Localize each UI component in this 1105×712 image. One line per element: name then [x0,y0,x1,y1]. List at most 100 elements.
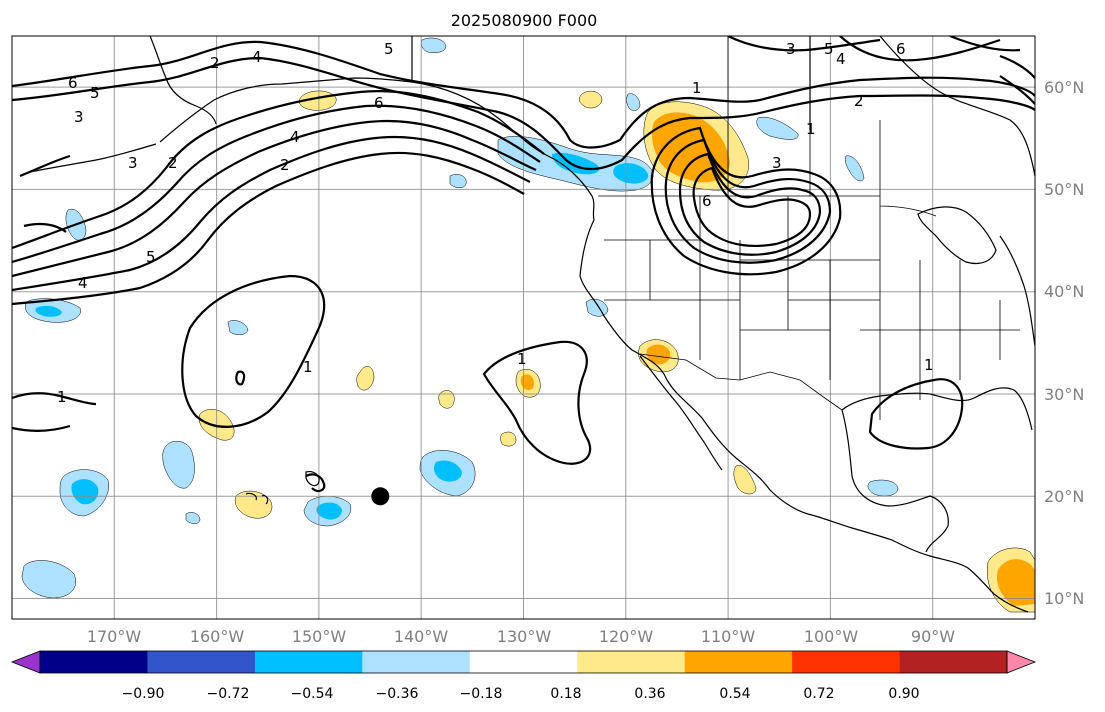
coastline-north-america-west [411,36,1029,613]
colorbar-extend-low [10,650,41,674]
contour-line [12,135,531,292]
contour-label: 3 [74,108,84,126]
coastline-aleutians [29,143,157,173]
contour-line [305,473,326,493]
shade-negative [21,560,76,599]
shade-negative [162,440,195,489]
contour-line [482,340,592,465]
contour-label: 1 [924,356,934,374]
shade-positive [234,490,273,519]
contour-label: 5 [824,40,834,58]
colorbar-segment [792,651,901,673]
colorbar: −0.90 −0.72 −0.54 −0.36 −0.18 0.18 0.36 … [10,650,1037,702]
contour-label: 5 [146,248,156,266]
colorbar-tick-label: −0.54 [291,686,334,702]
colorbar-segment [147,651,256,673]
contour-label: 3 [128,154,138,172]
latitude-label: 20°N [1044,487,1084,506]
contour-line [12,56,1035,171]
contour-label: 3 [786,40,796,58]
contour-line [12,151,525,306]
borders [411,36,1020,420]
shade-positive [438,390,455,409]
contour-line [12,104,541,264]
shade-negative-core [434,460,462,482]
contour-label: 6 [702,192,712,210]
contour-label: 4 [78,274,88,292]
longitude-label: 120°W [599,627,654,646]
colorbar-segment [684,651,793,673]
contour-label: 4 [252,48,262,66]
shade-positive [500,431,517,447]
latitude-axis: 60°N 50°N 40°N 30°N 20°N 10°N [1044,78,1084,608]
colorbar-tick-label: −0.36 [376,686,419,702]
contour-line [692,166,812,247]
shade-positive [356,366,375,391]
border-canada-provinces [727,36,881,196]
latitude-label: 30°N [1044,385,1084,404]
longitude-label: 140°W [394,627,449,646]
contour-line [181,274,326,428]
border-us-states [604,196,1020,420]
shade-negative [421,37,447,53]
contour-line [12,392,97,432]
contour-label: 2 [280,156,290,174]
shade-positive-core [996,559,1035,606]
contour-line [839,36,1021,62]
colorbar-ticks: −0.90 −0.72 −0.54 −0.36 −0.18 0.18 0.36 … [122,686,920,702]
longitude-label: 90°W [911,627,955,646]
contour-line [999,54,1035,105]
colorbar-tick-label: −0.18 [460,686,503,702]
contour-label-group: 1 1 1 1 1 1 2 2 2 2 3 3 3 3 4 4 4 4 5 5 … [57,40,934,406]
contour-line [727,36,881,52]
contour-line [12,40,1035,149]
latitude-label: 60°N [1044,78,1084,97]
coastline-baja [639,355,723,471]
colorbar-tick-label: 0.36 [634,686,665,702]
contour-line [868,378,964,450]
coastline-gulf-of-mexico [841,387,1033,553]
contour-label: 2 [854,92,864,110]
shade-positive-core [520,374,534,391]
latitude-label: 40°N [1044,282,1084,301]
colorbar-segment [362,651,471,673]
shade-negative-core [71,479,99,505]
shade-negative [756,116,799,140]
longitude-label: 170°W [87,627,142,646]
contour-line [650,126,842,276]
colorbar-extend-high [1006,650,1037,674]
coastline-gulf-of-alaska [159,77,413,143]
contour-line [664,138,832,264]
coastline-great-lakes [917,206,997,265]
contour-label: 6 [896,40,906,58]
shade-negative [227,320,249,335]
contour-label: 4 [290,128,300,146]
shade-positive-core [646,344,671,365]
shade-negative-core [316,502,342,520]
shade-negative [844,155,865,182]
border-us-mexico [639,353,843,411]
shade-positive [579,90,603,109]
contour-label: 1 [692,79,702,97]
shade-negative [449,174,467,188]
contour-label: 2 [168,154,178,172]
contour-line [12,90,545,250]
graticule [12,36,1035,619]
colorbar-tick-label: −0.90 [122,686,165,702]
colorbar-segment [40,651,148,673]
contour-label: 1 [303,358,313,376]
contour-line [678,152,822,256]
shade-negative-core [35,305,62,317]
contour-line [235,370,246,386]
contour-label: 5 [384,40,394,58]
shade-negative [867,479,899,497]
contour-label: 1 [806,120,816,138]
contour-label: 6 [68,74,78,92]
coastline-alaska-north [149,36,217,125]
longitude-axis: 170°W 160°W 150°W 140°W 130°W 120°W 110°… [87,627,955,646]
contour-line [19,154,71,233]
colorbar-segment [899,651,1008,673]
figure-title: 2025080900 F000 [451,11,598,30]
longitude-label: 150°W [292,627,347,646]
